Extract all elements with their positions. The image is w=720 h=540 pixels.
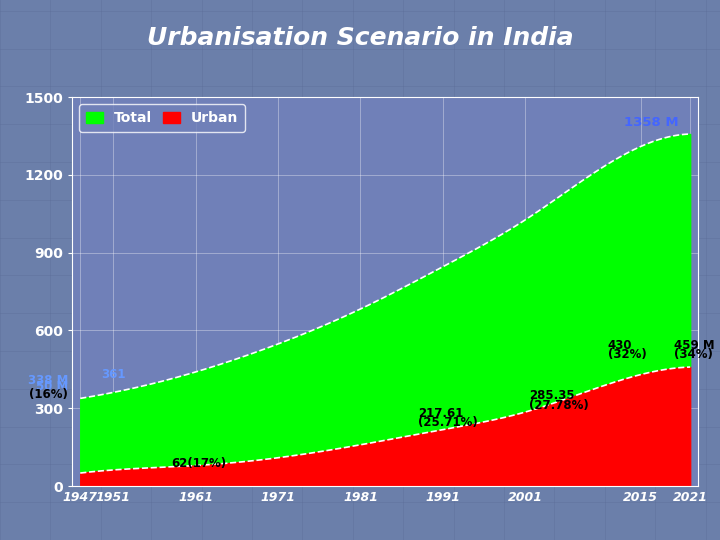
Text: 62(17%): 62(17%) (171, 456, 226, 470)
Text: 430: 430 (608, 339, 632, 352)
Text: 338 M: 338 M (27, 374, 68, 387)
Text: (25.71%): (25.71%) (418, 416, 478, 429)
Text: (27.78%): (27.78%) (529, 399, 589, 412)
Text: Urbanisation Scenario in India: Urbanisation Scenario in India (147, 26, 573, 50)
Text: (32%): (32%) (608, 348, 647, 361)
Text: 1358 M: 1358 M (624, 116, 679, 129)
Legend: Total, Urban: Total, Urban (79, 104, 245, 132)
Text: 285.35: 285.35 (529, 389, 575, 402)
Text: (16%): (16%) (29, 388, 68, 401)
Text: 361: 361 (101, 368, 125, 381)
Text: 459 M: 459 M (674, 339, 714, 352)
Text: 50 M: 50 M (35, 380, 68, 393)
Text: (34%): (34%) (674, 348, 713, 361)
Text: 217.61: 217.61 (418, 407, 464, 420)
